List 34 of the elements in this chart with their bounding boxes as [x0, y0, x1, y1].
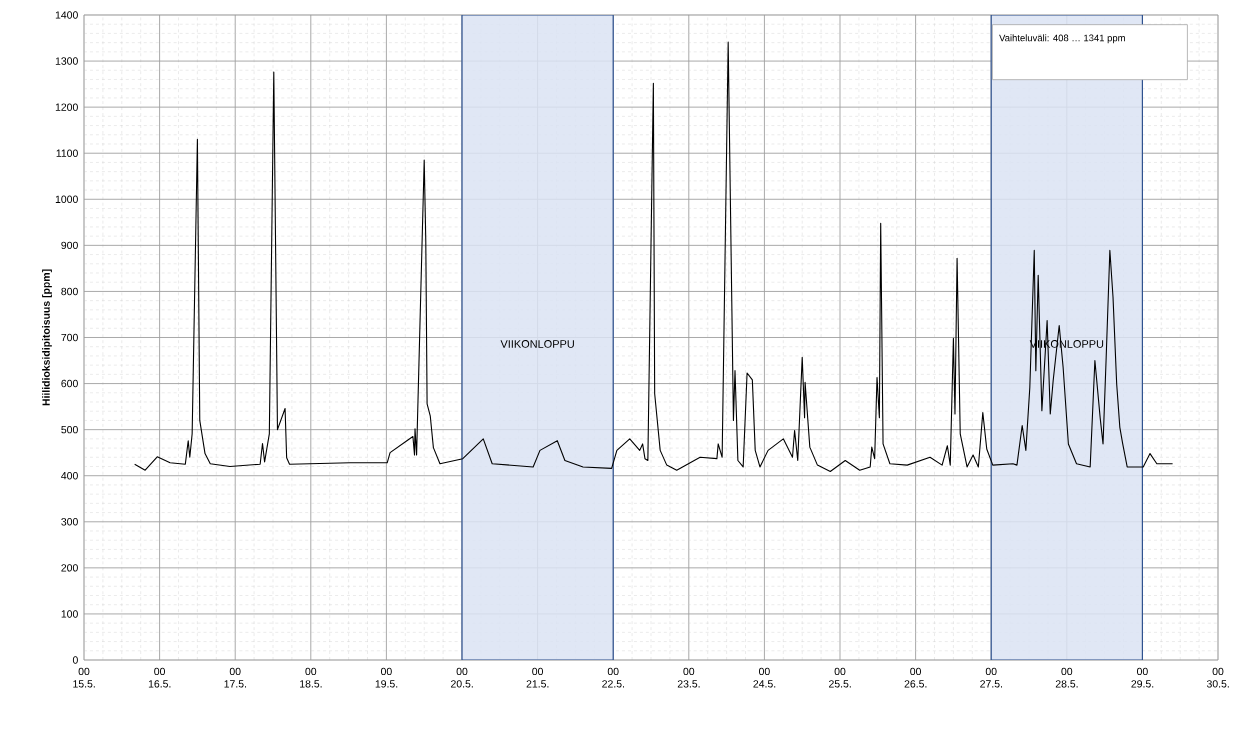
y-tick-label: 300 — [61, 518, 78, 526]
x-tick-label: 00 29.5. — [1131, 667, 1154, 688]
y-tick-label: 500 — [61, 425, 78, 434]
x-tick-label: 00 30.5. — [1206, 667, 1229, 688]
x-tick-label: 00 24.5. — [753, 667, 776, 688]
y-tick-label: 100 — [61, 610, 78, 618]
y-tick-label: 200 — [61, 564, 78, 572]
x-tick-label: 00 17.5. — [224, 667, 246, 688]
x-tick-label: 00 25.5. — [829, 667, 851, 688]
y-tick-label: 1200 — [55, 103, 78, 111]
x-tick-label: 00 23.5. — [677, 667, 700, 688]
y-tick-label: 900 — [61, 241, 78, 250]
x-tick-label: 00 19.5. — [375, 667, 398, 688]
y-tick-label: 1000 — [55, 195, 78, 203]
y-tick-label: 800 — [61, 287, 78, 296]
y-tick-label: 1100 — [56, 149, 78, 157]
y-axis-title: Hiilidioksidipitoisuus [ppm] — [42, 269, 52, 406]
x-tick-label: 00 16.5. — [148, 667, 171, 688]
band-label: VIIKONLOPPU — [500, 340, 574, 348]
y-tick-label: 600 — [61, 379, 78, 388]
y-tick-label: 700 — [61, 333, 78, 342]
x-tick-label: 00 27.5. — [980, 667, 1003, 688]
x-tick-label: 00 26.5. — [904, 667, 927, 688]
x-tick-label: 00 15.5. — [73, 667, 95, 688]
x-tick-label: 00 28.5. — [1055, 667, 1078, 688]
x-tick-label: 00 21.5. — [526, 667, 549, 688]
x-tick-label: 00 20.5. — [451, 667, 473, 688]
y-tick-label: 1300 — [55, 57, 78, 65]
x-tick-label: 00 22.5. — [602, 667, 625, 688]
y-tick-label: 400 — [61, 472, 78, 480]
x-tick-label: 00 18.5. — [300, 667, 322, 688]
annotation: Vaihteluväli: 408 … 1341 ppm — [999, 34, 1125, 44]
y-tick-label: 1400 — [55, 11, 78, 19]
y-tick-label: 0 — [72, 656, 78, 664]
